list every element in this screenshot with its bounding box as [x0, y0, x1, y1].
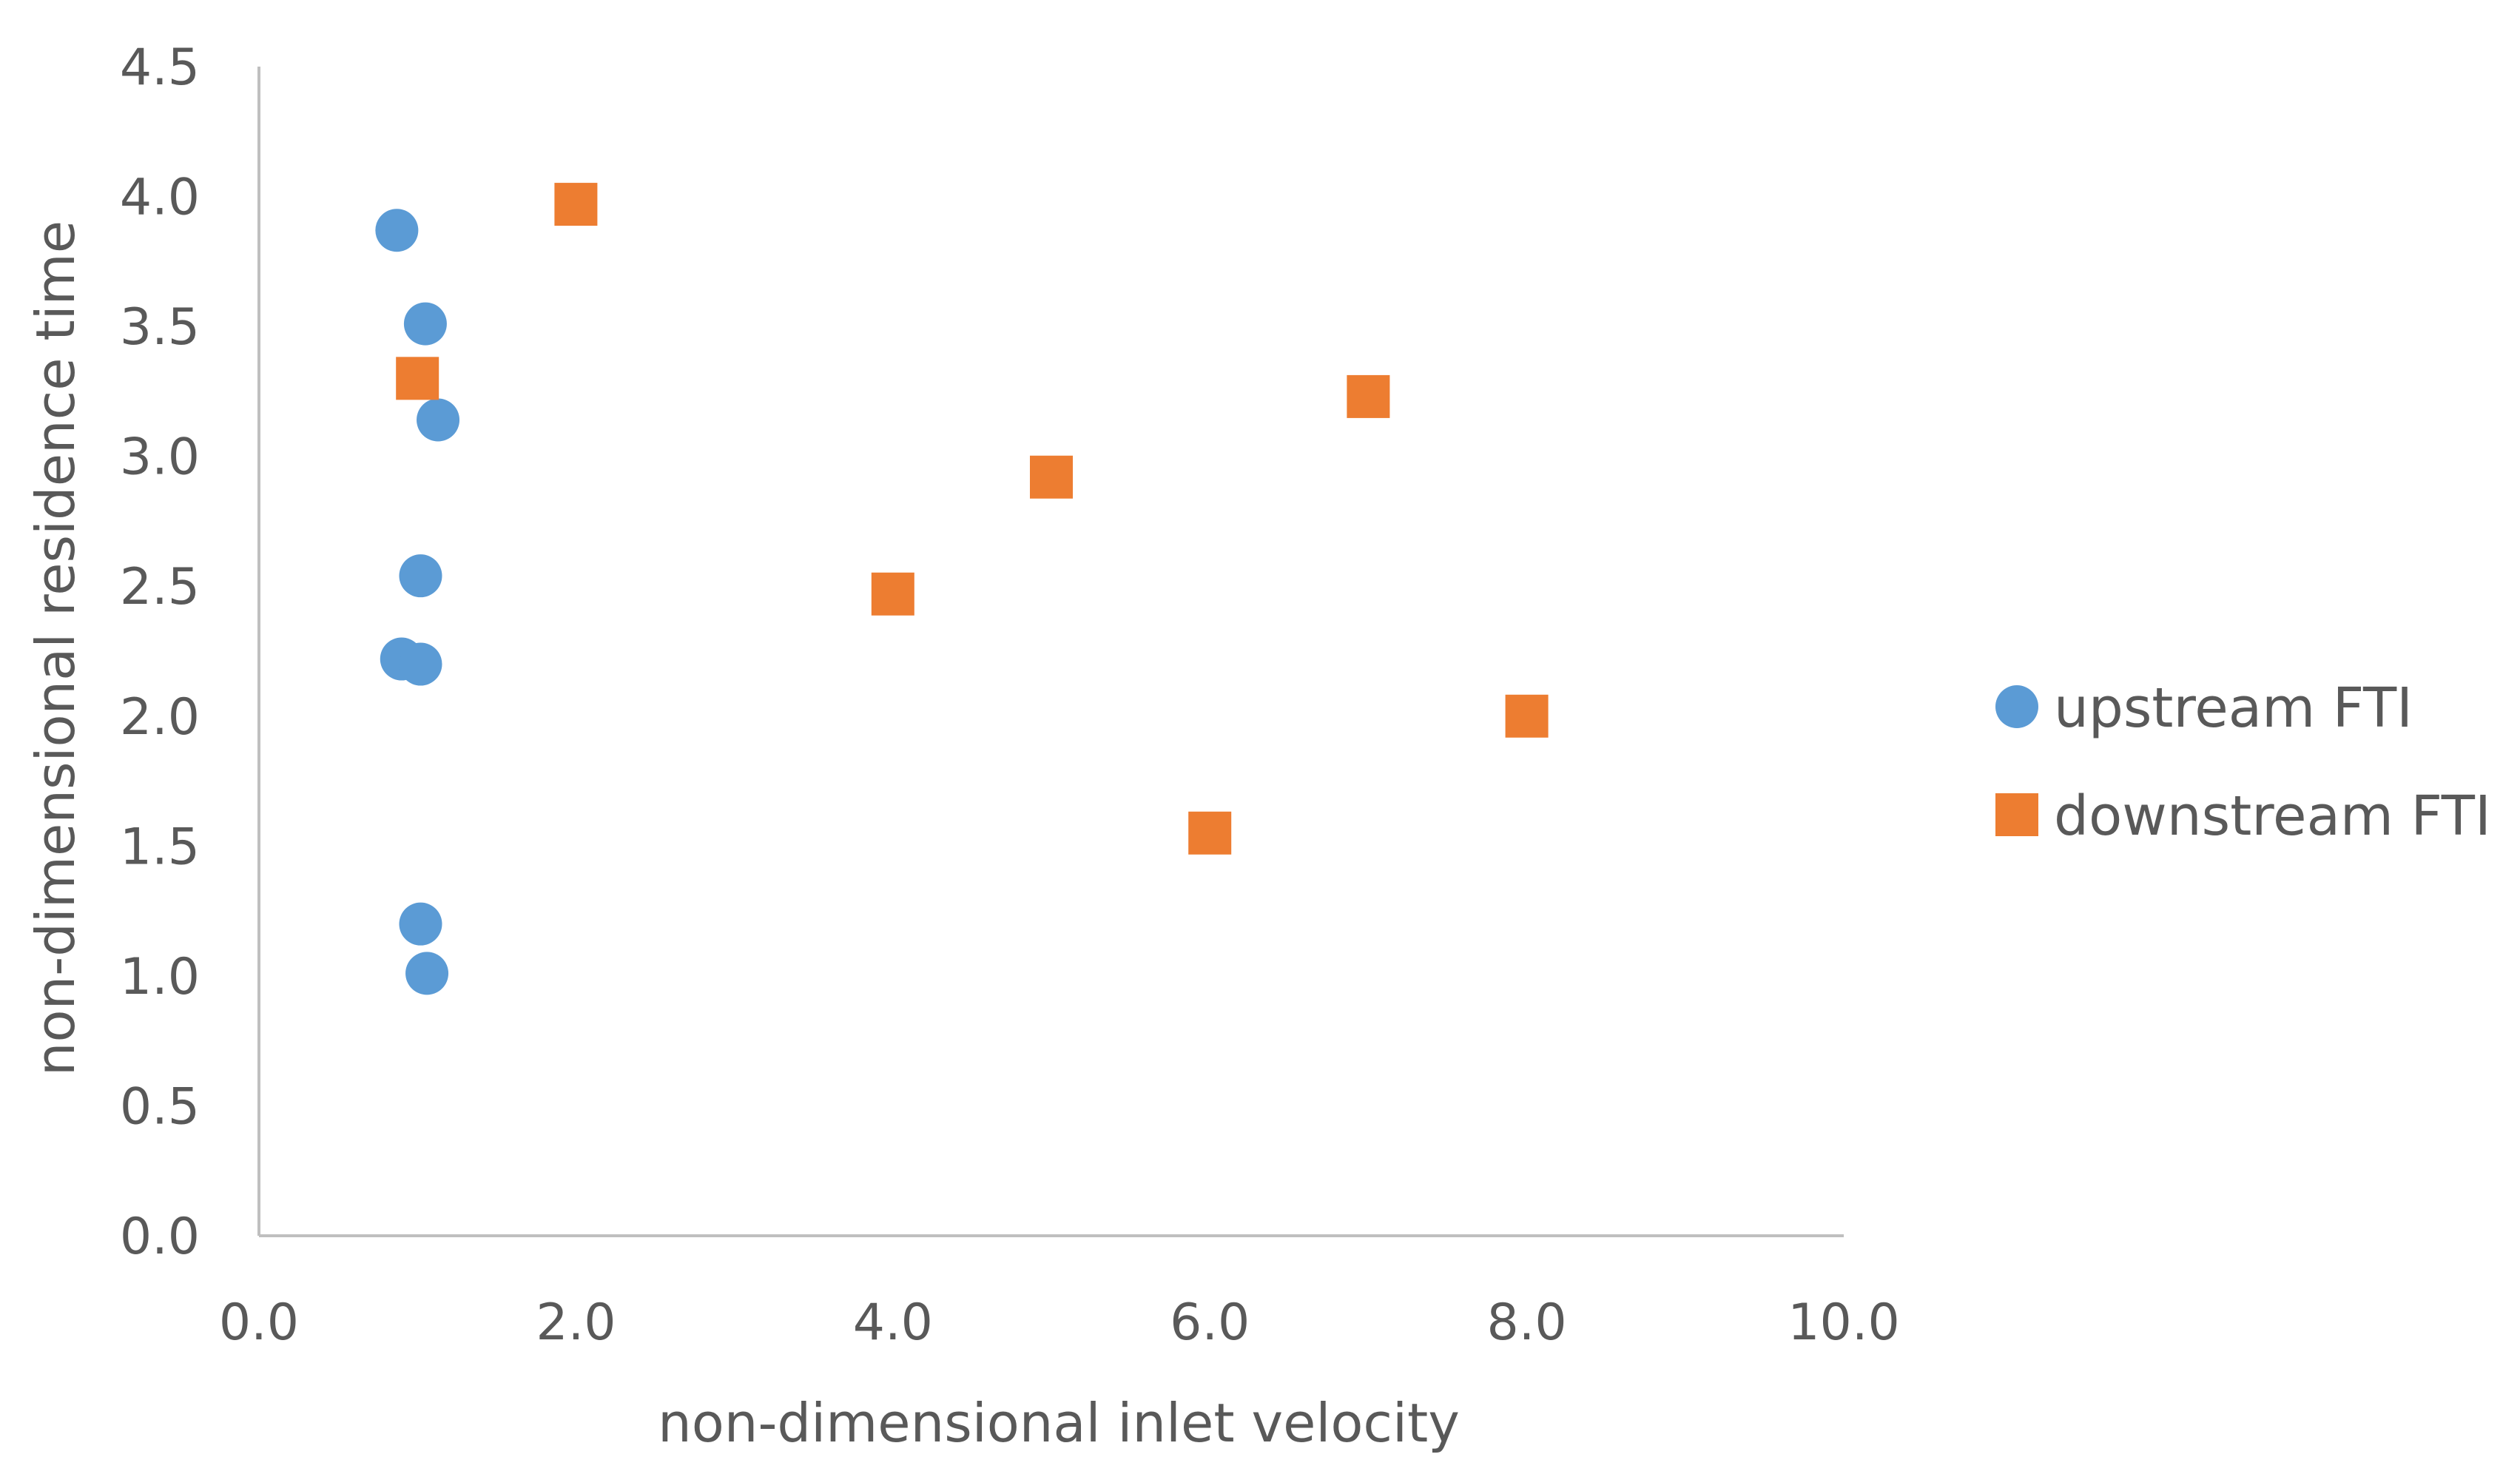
point-series-2 [1188, 811, 1232, 855]
y-tick-label: 3.5 [120, 298, 200, 357]
y-tick-label: 2.5 [120, 558, 200, 616]
point-series-1 [403, 302, 447, 346]
point-series-1 [399, 902, 442, 946]
x-tick-label: 8.0 [1487, 1293, 1567, 1352]
point-series-1 [399, 642, 442, 686]
y-tick-label: 3.0 [120, 428, 200, 487]
point-series-1 [399, 554, 442, 598]
x-tick-label: 4.0 [853, 1293, 933, 1352]
y-tick-label: 0.0 [120, 1208, 200, 1266]
y-tick-label: 1.5 [120, 818, 200, 876]
x-tick-label: 6.0 [1170, 1293, 1250, 1352]
y-tick-label: 0.5 [120, 1077, 200, 1136]
point-series-2 [396, 357, 439, 400]
point-series-1 [417, 398, 460, 442]
legend-marker-square [1995, 793, 2038, 836]
point-series-1 [405, 952, 449, 995]
legend-marker-circle [1995, 685, 2038, 728]
x-tick-label: 10.0 [1788, 1293, 1899, 1352]
data-points [375, 183, 1549, 995]
x-axis-title: non-dimensional inlet velocity [658, 1392, 1460, 1454]
y-tick-label: 2.0 [120, 688, 200, 747]
point-series-2 [1505, 694, 1549, 738]
point-series-2 [871, 572, 914, 616]
legend-label: downstream FTI [2054, 784, 2491, 848]
y-tick-label: 4.5 [120, 38, 200, 97]
tick-labels: 0.0 2.0 4.0 6.0 8.0 10.0 0.0 0.5 1.0 1.5 2.0 2.5 3.0… [120, 38, 1900, 1352]
point-series-2 [1030, 455, 1073, 499]
axes [257, 67, 1844, 1237]
point-series-2 [1347, 374, 1390, 418]
legend-label: upstream FTI [2054, 676, 2413, 740]
point-series-1 [375, 209, 419, 252]
x-tick-label: 0.0 [219, 1293, 299, 1352]
x-tick-label: 2.0 [536, 1293, 616, 1352]
point-series-2 [554, 183, 598, 226]
y-tick-label: 1.0 [120, 948, 200, 1006]
y-tick-label: 4.0 [120, 169, 200, 227]
y-axis-title: non-dimensional residence time [24, 221, 87, 1076]
legend: upstream FTI downstream FTI [1995, 676, 2491, 848]
